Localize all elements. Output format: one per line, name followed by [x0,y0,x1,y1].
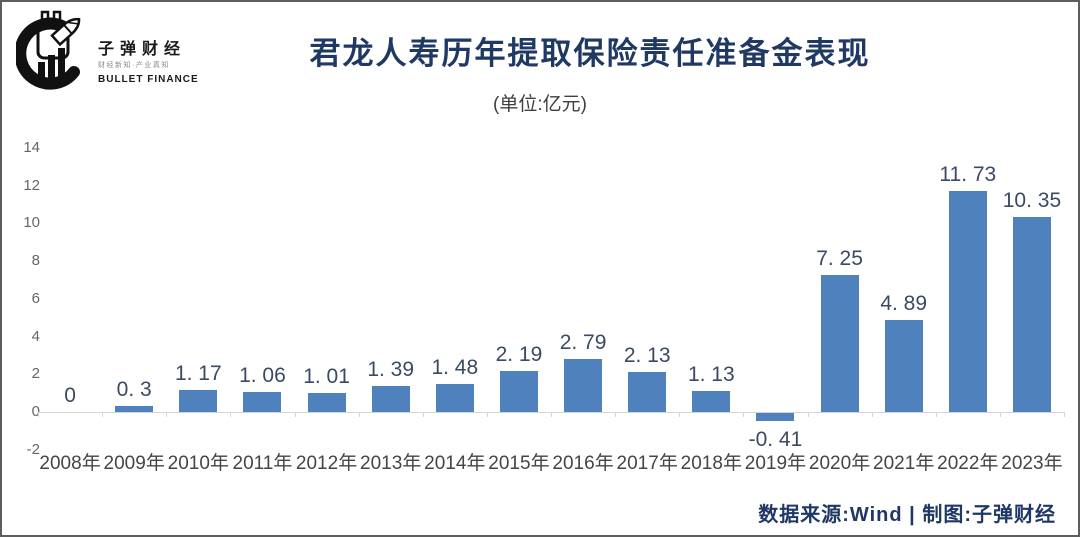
bar-2012年 [307,392,346,412]
y-tick-label: 0 [31,403,40,420]
logo-name-cn: 子弹财经 [98,40,187,58]
y-tick-label: -2 [26,440,40,458]
x-axis-label: 2013年 [360,453,422,474]
data-source-credit: 数据来源:Wind | 制图:子弹财经 [758,504,1056,526]
x-axis-tick [679,412,681,417]
x-axis-label: 2008年 [39,453,101,474]
bar-2011年 [243,392,282,412]
bar-value-label: 1. 06 [239,364,286,387]
y-tick-label: 14 [23,139,40,156]
bullet-finance-logo-icon [16,10,81,90]
bar-2020年 [820,275,859,412]
x-axis-label: 2017年 [616,453,678,474]
bar-value-label: 1. 17 [174,361,222,385]
chart-unit-label: (单位:亿元) [493,94,587,115]
bar-2017年 [628,371,667,412]
x-axis-tick [807,412,809,417]
bar-2009年 [115,406,154,412]
x-axis-tick [871,412,873,417]
x-axis-tick [102,412,104,417]
x-axis-tick [1064,412,1065,417]
bar-value-label: 0 [64,384,76,407]
bar-2013年 [371,385,410,412]
x-axis-tick [999,412,1001,417]
x-axis-tick [743,412,745,417]
x-axis-label: 2010年 [167,453,229,474]
bar-value-label: 0. 3 [116,378,152,402]
logo-name-en: BULLET FINANCE [98,73,199,85]
x-axis-label: 2023年 [1001,453,1063,474]
x-axis-tick [230,412,232,417]
x-axis-label: 2018年 [680,453,742,474]
x-axis-tick [422,412,424,417]
x-axis-label: 2012年 [295,453,358,474]
bar-value-label: 11. 73 [939,162,997,186]
x-axis-tick [294,412,296,417]
bar-2019年 [756,413,795,421]
bar-2021年 [884,319,923,412]
x-axis-tick [486,412,488,417]
y-tick-label: 6 [31,289,40,307]
bar-2015年 [499,370,538,412]
x-axis-tick [358,412,360,417]
bar-value-label: 1. 13 [687,362,735,386]
x-axis-label: 2019年 [744,453,807,474]
y-tick-label: 2 [31,365,40,383]
y-tick-label: 10 [23,214,40,232]
bar-value-label: 10. 35 [1002,188,1062,212]
bar-2018年 [692,390,731,412]
bar-value-label: -0. 41 [748,427,803,451]
bullet-finance-logo: 子弹财经 财经新知·产业真知 BULLET FINANCE [16,10,199,90]
x-axis-label: 2022年 [937,453,999,474]
bar-2010年 [179,389,218,412]
x-axis-tick [38,412,39,417]
logo-tagline: 财经新知·产业真知 [98,61,170,69]
x-axis-label: 2016年 [552,453,614,474]
bar-value-label: 4. 89 [880,291,928,315]
y-tick-label: 4 [31,327,40,345]
bar-2014年 [435,384,474,412]
x-axis-label: 2015年 [488,453,550,474]
y-tick-label: 8 [31,252,40,270]
bar-2023年 [1012,216,1051,412]
bullet-icon [50,17,81,47]
bar-2022年 [948,190,987,412]
x-axis-label: 2014年 [424,453,486,474]
x-axis-tick [615,412,617,417]
x-axis-tick [551,412,552,417]
bar-value-label: 2. 79 [559,331,607,355]
x-axis-label: 2021年 [873,453,935,474]
bar-value-label: 1. 48 [431,356,479,380]
bar-value-label: 2. 19 [495,342,543,366]
bar-value-label: 1. 01 [303,364,350,388]
bar-value-label: 2. 13 [623,343,671,367]
chart-title: 君龙人寿历年提取保险责任准备金表现 [309,36,871,71]
bar-value-label: 1. 39 [367,357,415,381]
bar-value-label: 7. 25 [816,247,863,271]
x-axis-label: 2009年 [103,453,165,474]
x-axis-label: 2011年 [232,453,293,474]
x-axis-label: 2020年 [808,453,871,474]
y-tick-label: 12 [23,176,40,194]
bar-2016年 [564,359,603,412]
x-axis-tick [935,412,937,417]
x-axis-tick [166,412,168,417]
